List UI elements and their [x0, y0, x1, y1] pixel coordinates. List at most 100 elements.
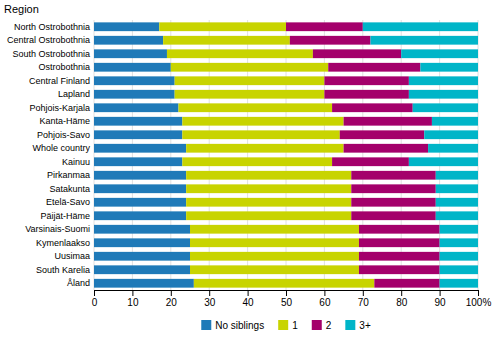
legend-swatch: [312, 320, 322, 330]
bar: [359, 252, 440, 261]
bar: [420, 63, 478, 72]
bar: [290, 36, 371, 45]
grid: [94, 20, 478, 290]
bar: [94, 279, 194, 288]
bar: [409, 157, 478, 166]
x-tick-label: 30: [204, 297, 216, 308]
legend-label: 3+: [359, 320, 371, 331]
legend-item: No siblings: [201, 320, 264, 331]
y-tick: Ostrobothnia: [38, 62, 90, 72]
bar: [94, 36, 163, 45]
bar: [351, 184, 435, 193]
y-tick: Etelä-Savo: [46, 197, 90, 207]
y-tick-label: Whole country: [32, 143, 90, 153]
x-tick: 10: [127, 290, 139, 308]
x-tick-label: 100%: [466, 297, 492, 308]
bar: [190, 252, 359, 261]
bar: [175, 76, 325, 85]
bar: [413, 103, 478, 112]
x-tick-label: 80: [396, 297, 408, 308]
bar: [167, 49, 313, 58]
legend-item: 1: [278, 320, 298, 331]
x-tick-label: 0: [92, 297, 98, 308]
x-tick-label: 40: [243, 297, 255, 308]
bar: [344, 144, 428, 153]
x-tick-label: 70: [358, 297, 370, 308]
y-tick: Päijät-Häme: [40, 211, 90, 221]
x-tick-mark: [363, 290, 364, 296]
x-tick-label: 10: [127, 297, 139, 308]
legend-item: 3+: [345, 320, 371, 331]
bar: [190, 225, 359, 234]
bar: [178, 103, 332, 112]
x-tick-label: 60: [319, 297, 331, 308]
bars: [94, 22, 478, 287]
bar: [190, 265, 359, 274]
bar: [440, 265, 478, 274]
y-tick: Uusimaa: [54, 251, 90, 261]
grid-line: [362, 20, 363, 290]
grid-line: [94, 20, 95, 290]
bar: [94, 103, 178, 112]
x-tick-mark: [440, 290, 441, 296]
x-tick: 50: [281, 290, 293, 308]
x-tick-mark: [171, 290, 172, 296]
y-tick: Central Ostrobothnia: [7, 35, 90, 45]
x-tick-label: 50: [281, 297, 293, 308]
y-tick: Pohjois-Savo: [37, 130, 90, 140]
y-tick: Kanta-Häme: [39, 116, 90, 126]
grid-line: [132, 20, 133, 290]
bar: [436, 171, 478, 180]
x-tick-mark: [286, 290, 287, 296]
bar: [424, 130, 478, 139]
y-tick-label: Pirkanmaa: [47, 170, 90, 180]
bar: [94, 22, 159, 31]
y-tick: Satakunta: [49, 184, 90, 194]
bar: [351, 198, 435, 207]
bar: [328, 63, 420, 72]
bar: [351, 211, 435, 220]
bar: [332, 103, 413, 112]
x-tick-mark: [94, 290, 95, 296]
plot: 0102030405060708090100%North Ostrobothni…: [7, 20, 491, 308]
legend-swatch: [278, 320, 288, 330]
bar: [194, 279, 374, 288]
bar: [286, 22, 363, 31]
bar: [94, 252, 190, 261]
series: [363, 22, 478, 287]
x-tick: 30: [204, 290, 216, 308]
x-tick-label: 90: [435, 297, 447, 308]
y-tick-label: Kanta-Häme: [39, 116, 90, 126]
legend-swatch: [345, 320, 355, 330]
y-tick: Whole country: [32, 143, 90, 153]
y-tick-label: Pohjois-Karjala: [29, 103, 90, 113]
legend-label: No siblings: [215, 320, 264, 331]
bar: [94, 117, 182, 126]
y-tick: Central Finland: [29, 76, 90, 86]
bar: [370, 36, 478, 45]
y-tick: South Karelia: [36, 265, 90, 275]
y-tick-label: Åland: [67, 278, 90, 288]
bar: [182, 117, 343, 126]
series: [286, 22, 440, 287]
y-tick-label: Central Ostrobothnia: [7, 35, 90, 45]
bar: [432, 117, 478, 126]
legend: No siblings 1 2 3+: [201, 320, 371, 331]
y-tick-label: Kymenlaakso: [36, 238, 90, 248]
bar: [359, 238, 440, 247]
bar: [94, 157, 182, 166]
bar: [440, 225, 478, 234]
legend-label: 2: [326, 320, 332, 331]
x-tick-mark: [324, 290, 325, 296]
bar: [428, 144, 478, 153]
x-tick: 20: [166, 290, 178, 308]
series: [159, 22, 374, 287]
bar: [186, 211, 351, 220]
grid-line: [401, 20, 402, 290]
bar: [94, 90, 175, 99]
y-tick-label: South Karelia: [36, 265, 90, 275]
bar: [186, 184, 351, 193]
legend-label: 1: [292, 320, 298, 331]
x-tick: 90: [435, 290, 447, 308]
y-tick: Pohjois-Karjala: [29, 103, 90, 113]
